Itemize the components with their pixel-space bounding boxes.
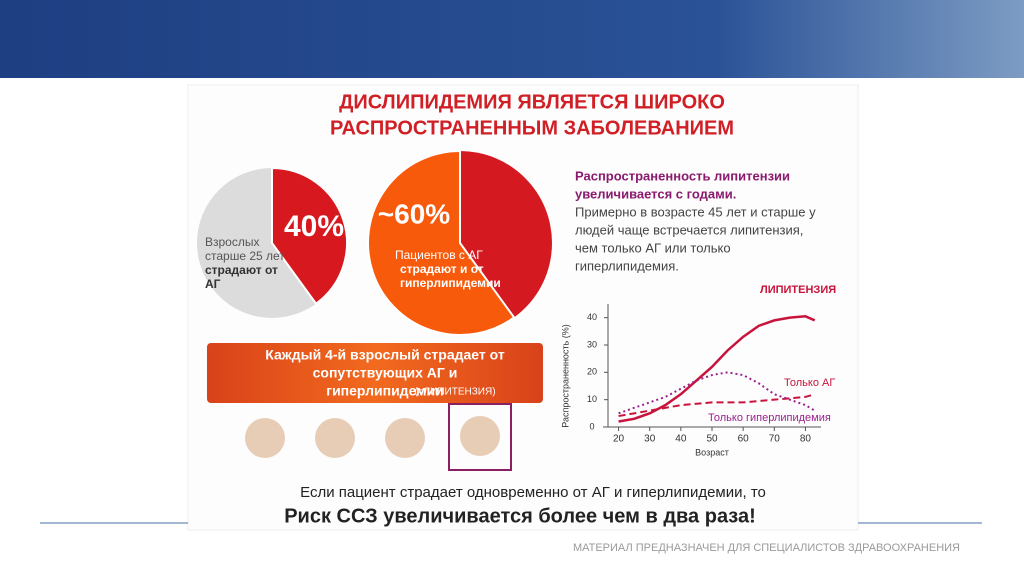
- x-tick-label: 40: [675, 434, 687, 445]
- info-text: чем только АГ или только: [575, 240, 731, 255]
- info-bold: Распространенность липитензии: [575, 168, 790, 183]
- pie-caption-bold: страдают и от: [400, 262, 484, 276]
- pie-caption-bold: АГ: [205, 277, 221, 291]
- pie-caption: Взрослых: [205, 235, 259, 249]
- bottom-line: Если пациент страдает одновременно от АГ…: [300, 484, 766, 501]
- pie-caption: Пациентов с АГ: [395, 248, 483, 262]
- pie-slice: [367, 149, 516, 336]
- face: [385, 418, 425, 458]
- pie-slice: [271, 166, 348, 306]
- info-bold: увеличивается с годами.: [575, 186, 736, 201]
- face: [245, 418, 285, 458]
- line-series: [618, 371, 816, 415]
- series-label: Только гиперлипидемия: [708, 412, 831, 424]
- bottom-emphasis: Риск ССЗ увеличивается более чем в два р…: [284, 505, 756, 527]
- top-band: [0, 0, 1024, 78]
- series-label: Только АГ: [784, 377, 835, 389]
- series-label: ЛИПИТЕНЗИЯ: [760, 284, 836, 296]
- info-text: гиперлипидемия.: [575, 258, 679, 273]
- banner-text: сопутствующих АГ и: [313, 365, 458, 381]
- y-axis-label: Распространенность (%): [560, 324, 570, 427]
- line-series: [618, 315, 816, 423]
- x-axis-label: Возраст: [695, 447, 729, 457]
- footer: МАТЕРИАЛ ПРЕДНАЗНАЧЕН ДЛЯ СПЕЦИАЛИСТОВ З…: [573, 542, 960, 554]
- face: [460, 416, 500, 456]
- pie-value-label: 40%: [284, 210, 344, 243]
- info-text: людей чаще встречается липитензия,: [575, 222, 803, 237]
- banner: [207, 343, 543, 403]
- y-tick-label: 40: [587, 312, 597, 322]
- info-text: Примерно в возрасте 45 лет и старше у: [575, 204, 816, 219]
- banner-text: гиперлипидемии: [326, 383, 444, 399]
- title: ДИСЛИПИДЕМИЯ ЯВЛЯЕТСЯ ШИРОКО: [339, 91, 725, 113]
- pie-caption-bold: страдают от: [205, 263, 278, 277]
- line-series: [618, 393, 816, 418]
- x-tick-label: 80: [800, 434, 812, 445]
- pie-caption: старше 25 лет: [205, 249, 285, 263]
- pie-value-label: ~60%: [378, 198, 450, 229]
- x-tick-label: 30: [644, 434, 656, 445]
- title: РАСПРОСТРАНЕННЫМ ЗАБОЛЕВАНИЕМ: [330, 117, 734, 139]
- face-frame: [448, 403, 512, 471]
- pie-caption-bold: гиперлипидемии: [400, 276, 501, 290]
- faces: [245, 416, 500, 458]
- face: [315, 418, 355, 458]
- x-tick-label: 50: [706, 434, 718, 445]
- banner-note: (=ЛИПИТЕНЗИЯ): [414, 387, 495, 398]
- x-tick-label: 20: [613, 434, 625, 445]
- y-tick-label: 0: [589, 421, 594, 431]
- y-tick-label: 20: [587, 367, 597, 377]
- banner-text: Каждый 4-й взрослый страдает от: [265, 347, 505, 363]
- x-tick-label: 70: [769, 434, 781, 445]
- x-tick-label: 60: [738, 434, 750, 445]
- y-tick-label: 10: [587, 394, 597, 404]
- y-tick-label: 30: [587, 339, 597, 349]
